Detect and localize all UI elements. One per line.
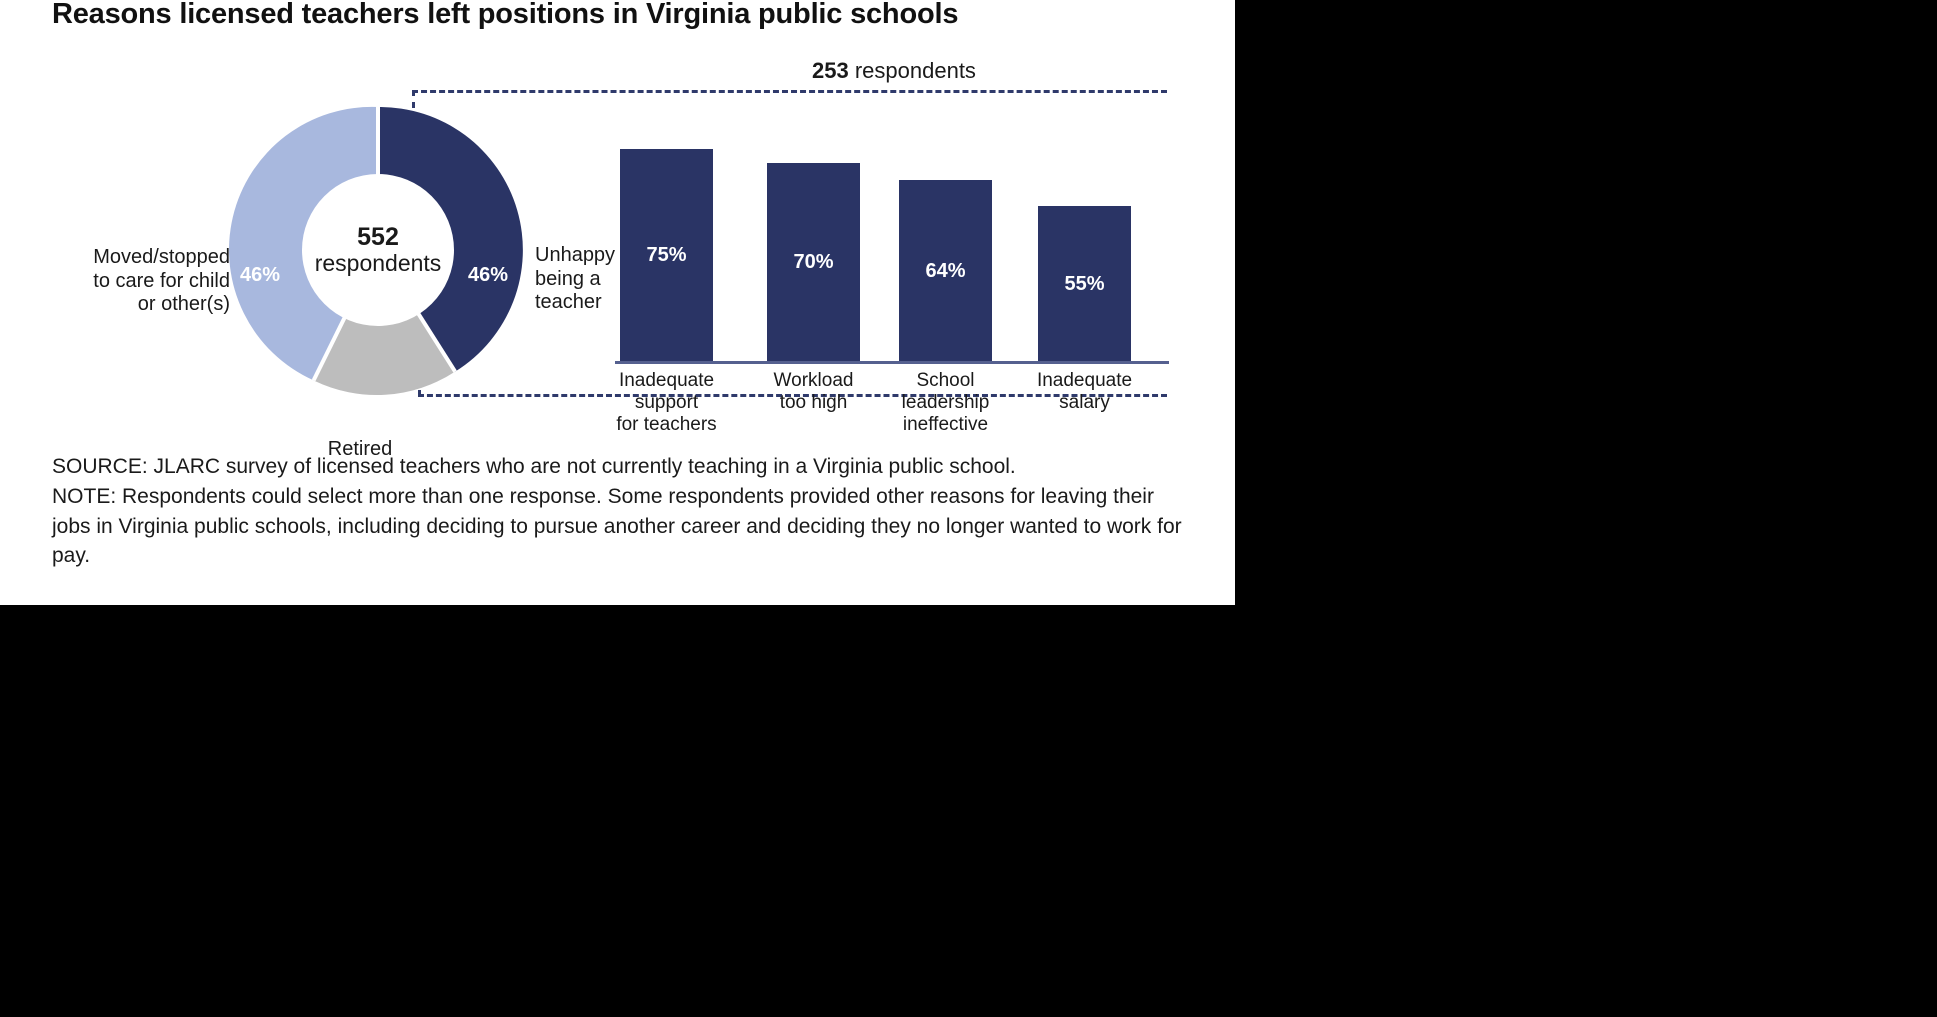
donut-svg (229, 106, 523, 396)
dashed-connector-elbow-top (412, 90, 415, 108)
bar-value-2: 64% (925, 259, 966, 282)
bar-column-3[interactable]: 55% (1038, 206, 1131, 362)
donut-label-retired: Retired (327, 438, 393, 460)
source-text: SOURCE: JLARC survey of licensed teacher… (52, 455, 1016, 478)
donut-label-moved: Moved/stopped to care for child or other… (58, 246, 230, 317)
donut-value-retired: 15% (338, 398, 379, 420)
donut-label-unhappy-line3: teacher (535, 291, 602, 314)
chart-panel: Reasons licensed teachers left positions… (0, 0, 1235, 605)
dashed-connector-top (412, 90, 1167, 93)
bar-value-3: 55% (1064, 272, 1105, 295)
bar-category-1-line1: Workload (773, 370, 854, 391)
bar-category-3-line2: salary (1059, 392, 1110, 414)
bar-rect-0[interactable]: 75% (620, 149, 713, 362)
bars-respondents-number: 253 (812, 58, 849, 83)
bar-value-0: 75% (646, 244, 687, 266)
bar-category-2-line1: School (916, 370, 975, 391)
bar-value-1: 70% (793, 251, 834, 273)
bar-category-3: Inadequate salary (1017, 370, 1152, 414)
bar-rect-3[interactable]: 55% (1038, 206, 1131, 362)
bar-column-1[interactable]: 70% (767, 163, 860, 362)
footnotes: SOURCE: JLARC survey of licensed teacher… (52, 452, 1182, 571)
donut-label-unhappy-line1: Unhappy (535, 244, 616, 266)
bar-category-0-line3: for teachers (616, 414, 717, 436)
donut-value-unhappy: 46% (468, 264, 509, 286)
bar-category-1-line2: too high (779, 392, 848, 414)
bar-column-2[interactable]: 64% (899, 180, 992, 362)
page-title: Reasons licensed teachers left positions… (52, 0, 959, 30)
bar-category-0-line1: Inadequate (618, 370, 715, 391)
bar-category-2: School leadership ineffective (878, 370, 1013, 437)
donut-label-unhappy: Unhappy being a teacher (535, 244, 685, 315)
figure-area: 552 respondents 46% 15% 46% Moved/stoppe… (0, 48, 1235, 460)
bars-respondents-header: 253 respondents (812, 58, 976, 84)
bar-rect-2[interactable]: 64% (899, 180, 992, 362)
bar-rect-1[interactable]: 70% (767, 163, 860, 362)
bars-respondents-label: respondents (854, 58, 976, 83)
bar-category-1: Workload too high (746, 370, 881, 414)
note-text: NOTE: Respondents could select more than… (52, 484, 1182, 568)
donut-value-moved: 46% (240, 264, 281, 286)
bar-category-3-line1: Inadequate (1036, 370, 1133, 391)
donut-label-moved-line1: Moved/stopped (93, 246, 230, 268)
bar-category-0: Inadequate support for teachers (599, 370, 734, 437)
donut-label-unhappy-line2: being a (535, 267, 601, 290)
bar-category-2-line3: ineffective (902, 414, 989, 436)
donut-label-moved-line3: or other(s) (137, 293, 230, 316)
bar-category-2-line2: leadership (901, 392, 990, 414)
bar-category-0-line2: support (634, 392, 699, 414)
bar-chart: 75% 70% 64% 55% (620, 100, 1165, 362)
donut-label-moved-line2: to care for child (93, 269, 230, 292)
donut-chart: 552 respondents (228, 100, 528, 400)
bar-column-0[interactable]: 75% (620, 149, 713, 362)
dashed-connector-bottom (418, 394, 1167, 397)
bar-chart-baseline (615, 361, 1169, 364)
